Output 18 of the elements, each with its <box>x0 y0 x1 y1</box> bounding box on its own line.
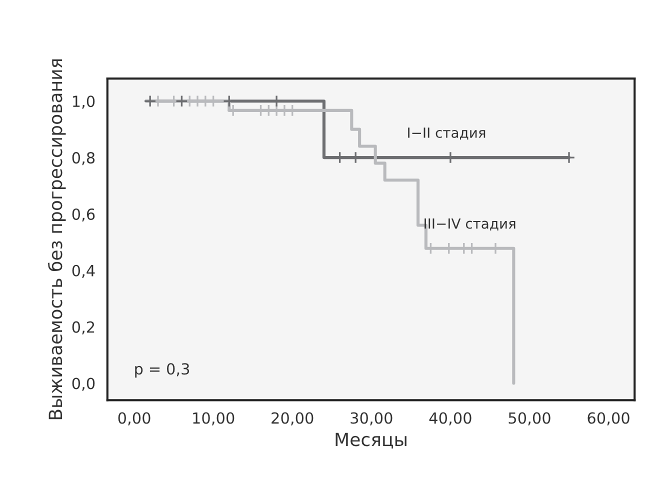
x-tick-label: 40,00 <box>429 412 472 426</box>
series-label: I−II стадия <box>408 128 486 140</box>
x-tick-label: 10,00 <box>193 412 234 426</box>
x-tick-label: 0,00 <box>118 412 150 426</box>
x-tick-label: 50,00 <box>508 412 550 426</box>
y-axis-title: Выживаемость без прогрессирования <box>48 59 66 420</box>
y-tick-label: 0,4 <box>72 264 95 278</box>
annotation: p = 0,3 <box>135 363 190 378</box>
y-tick-label: 1,0 <box>72 96 95 109</box>
y-tick-label: 0,2 <box>72 321 94 334</box>
y-tick-label: 0,8 <box>72 152 95 166</box>
series-label: III−IV стадия <box>424 218 516 230</box>
x-tick-label: 20,00 <box>272 412 314 426</box>
y-tick-label: 0,6 <box>72 208 95 222</box>
x-tick-label: 60,00 <box>588 412 630 426</box>
x-tick-label: 30,00 <box>350 412 392 426</box>
y-tick-label: 0,0 <box>72 378 95 391</box>
x-axis-title: Месяцы <box>336 432 406 449</box>
